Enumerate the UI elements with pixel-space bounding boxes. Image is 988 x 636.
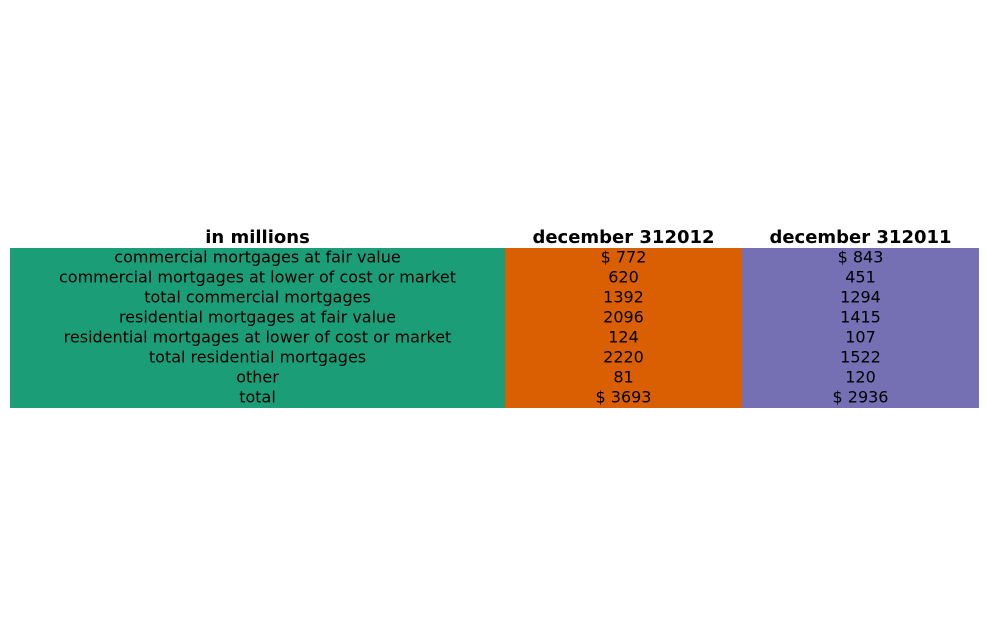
row-label: total residential mortgages <box>149 348 366 367</box>
row-label: commercial mortgages at lower of cost or… <box>59 268 456 287</box>
row-label: commercial mortgages at fair value <box>114 248 400 267</box>
table-cell: 81 <box>613 368 633 387</box>
table-cell: 107 <box>845 328 876 347</box>
table-cell: 1392 <box>603 288 644 307</box>
column-background-2 <box>505 248 742 408</box>
table-cell: 120 <box>845 368 876 387</box>
row-label: residential mortgages at lower of cost o… <box>64 328 452 347</box>
table-cell: $ 3693 <box>596 388 652 407</box>
table-cell: 1294 <box>840 288 881 307</box>
column-background-3 <box>742 248 979 408</box>
table-cell: 1522 <box>840 348 881 367</box>
table-cell: 2220 <box>603 348 644 367</box>
row-label: residential mortgages at fair value <box>119 308 396 327</box>
table-cell: $ 843 <box>838 248 884 267</box>
row-label: other <box>236 368 279 387</box>
table-cell: 124 <box>608 328 639 347</box>
table-cell: $ 772 <box>601 248 647 267</box>
column-header-december-312011: december 312011 <box>769 227 951 248</box>
column-header-in-millions: in millions <box>205 227 310 248</box>
column-header-december-312012: december 312012 <box>532 227 714 248</box>
table-cell: 1415 <box>840 308 881 327</box>
table-cell: $ 2936 <box>833 388 889 407</box>
row-label: total commercial mortgages <box>144 288 371 307</box>
column-headers: in millions december 312012 december 31201… <box>205 227 951 248</box>
table-cells: commercial mortgages at fair value $ 772 $… <box>59 248 889 407</box>
row-label: total <box>239 388 276 407</box>
table-cell: 620 <box>608 268 639 287</box>
table-cell: 2096 <box>603 308 644 327</box>
table-cell: 451 <box>845 268 876 287</box>
column-backgrounds <box>10 248 979 408</box>
column-background-1 <box>10 248 505 408</box>
